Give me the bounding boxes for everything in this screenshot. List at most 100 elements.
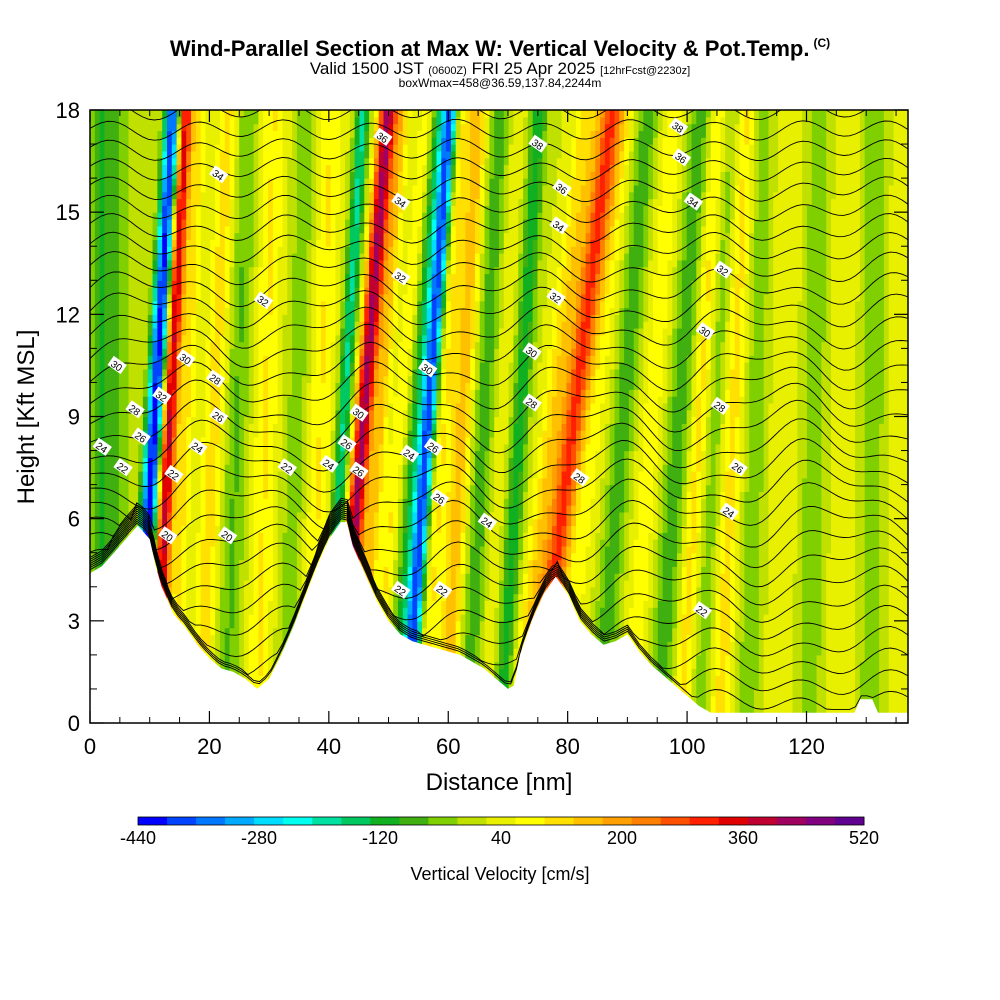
velocity-cell (479, 545, 486, 554)
velocity-cell (455, 648, 462, 656)
velocity-cell (840, 566, 847, 574)
velocity-cell (465, 566, 471, 574)
velocity-cell (455, 593, 462, 601)
velocity-cell (446, 593, 452, 601)
velocity-cell (407, 552, 413, 561)
velocity-cell (893, 702, 899, 710)
velocity-cell (248, 552, 255, 561)
velocity-cell (835, 682, 842, 690)
velocity-cell (277, 573, 284, 581)
velocity-cell (754, 702, 760, 710)
velocity-cell (725, 614, 731, 622)
velocity-cell (239, 661, 245, 670)
velocity-cell (734, 532, 741, 540)
velocity-cell (272, 634, 279, 642)
velocity-cell (503, 682, 510, 690)
velocity-cell (268, 559, 274, 567)
velocity-cell (272, 648, 279, 656)
velocity-cell (734, 593, 741, 601)
velocity-cell (527, 532, 534, 540)
velocity-cell (816, 579, 822, 588)
velocity-cell (643, 641, 649, 649)
velocity-cell (624, 525, 630, 533)
velocity-cell (888, 532, 895, 540)
velocity-cell (166, 518, 173, 527)
velocity-cell (667, 573, 673, 581)
velocity-cell (600, 614, 606, 622)
velocity-cell (782, 552, 789, 561)
velocity-cell (436, 573, 442, 581)
velocity-cell (282, 539, 288, 547)
velocity-cell (234, 668, 240, 676)
velocity-cell (513, 525, 519, 533)
velocity-cell (855, 607, 861, 615)
velocity-cell (407, 600, 413, 608)
velocity-cell (797, 661, 803, 670)
velocity-cell (806, 552, 813, 561)
velocity-cell (768, 559, 774, 567)
velocity-cell (388, 559, 394, 567)
velocity-cell (667, 634, 673, 642)
velocity-cell (195, 627, 202, 636)
velocity-cell (162, 566, 168, 574)
velocity-cell (609, 614, 616, 622)
velocity-cell (816, 661, 822, 670)
velocity-cell (499, 627, 505, 636)
velocity-cell (898, 702, 904, 710)
velocity-cell (633, 552, 640, 561)
velocity-cell (585, 586, 592, 595)
velocity-cell (778, 634, 784, 642)
velocity-cell (388, 573, 394, 581)
velocity-cell (479, 573, 486, 581)
velocity-cell (551, 525, 558, 533)
velocity-cell (547, 525, 553, 533)
velocity-cell (840, 620, 847, 629)
velocity-cell (195, 525, 202, 533)
velocity-cell (821, 688, 827, 697)
velocity-cell (253, 552, 260, 561)
velocity-cell (268, 579, 274, 588)
velocity-cell (662, 648, 669, 656)
velocity-cell (446, 566, 452, 574)
velocity-cell (431, 545, 438, 554)
velocity-cell (397, 532, 404, 540)
velocity-cell (268, 539, 274, 547)
velocity-cell (542, 573, 548, 581)
velocity-cell (734, 648, 741, 656)
velocity-cell (580, 620, 587, 629)
velocity-cell (422, 634, 428, 642)
velocity-cell (811, 668, 818, 676)
velocity-cell (705, 695, 712, 704)
velocity-cell (734, 539, 741, 547)
velocity-cell (600, 552, 606, 561)
velocity-cell (402, 566, 409, 574)
velocity-cell (715, 532, 721, 540)
velocity-cell (802, 545, 808, 554)
velocity-cell (479, 634, 486, 642)
velocity-cell (859, 675, 866, 683)
velocity-cell (888, 668, 895, 676)
velocity-cell (460, 620, 466, 629)
velocity-cell (672, 593, 678, 601)
velocity-cell (874, 627, 880, 636)
velocity-cell (705, 559, 712, 567)
velocity-cell (782, 688, 789, 697)
velocity-cell (104, 525, 110, 533)
velocity-cell (614, 593, 620, 601)
velocity-cell (744, 539, 750, 547)
velocity-cell (859, 545, 866, 554)
velocity-cell (200, 607, 207, 615)
velocity-cell (754, 695, 760, 704)
velocity-cell (686, 668, 693, 676)
velocity-cell (787, 661, 794, 670)
velocity-cell (200, 525, 207, 533)
velocity-cell (272, 566, 279, 574)
velocity-cell (200, 620, 207, 629)
velocity-cell (826, 675, 832, 683)
velocity-cell (397, 525, 404, 533)
velocity-cell (513, 600, 519, 608)
velocity-cell (691, 668, 697, 676)
velocity-cell (729, 579, 736, 588)
velocity-cell (580, 593, 587, 601)
velocity-cell (484, 641, 490, 649)
